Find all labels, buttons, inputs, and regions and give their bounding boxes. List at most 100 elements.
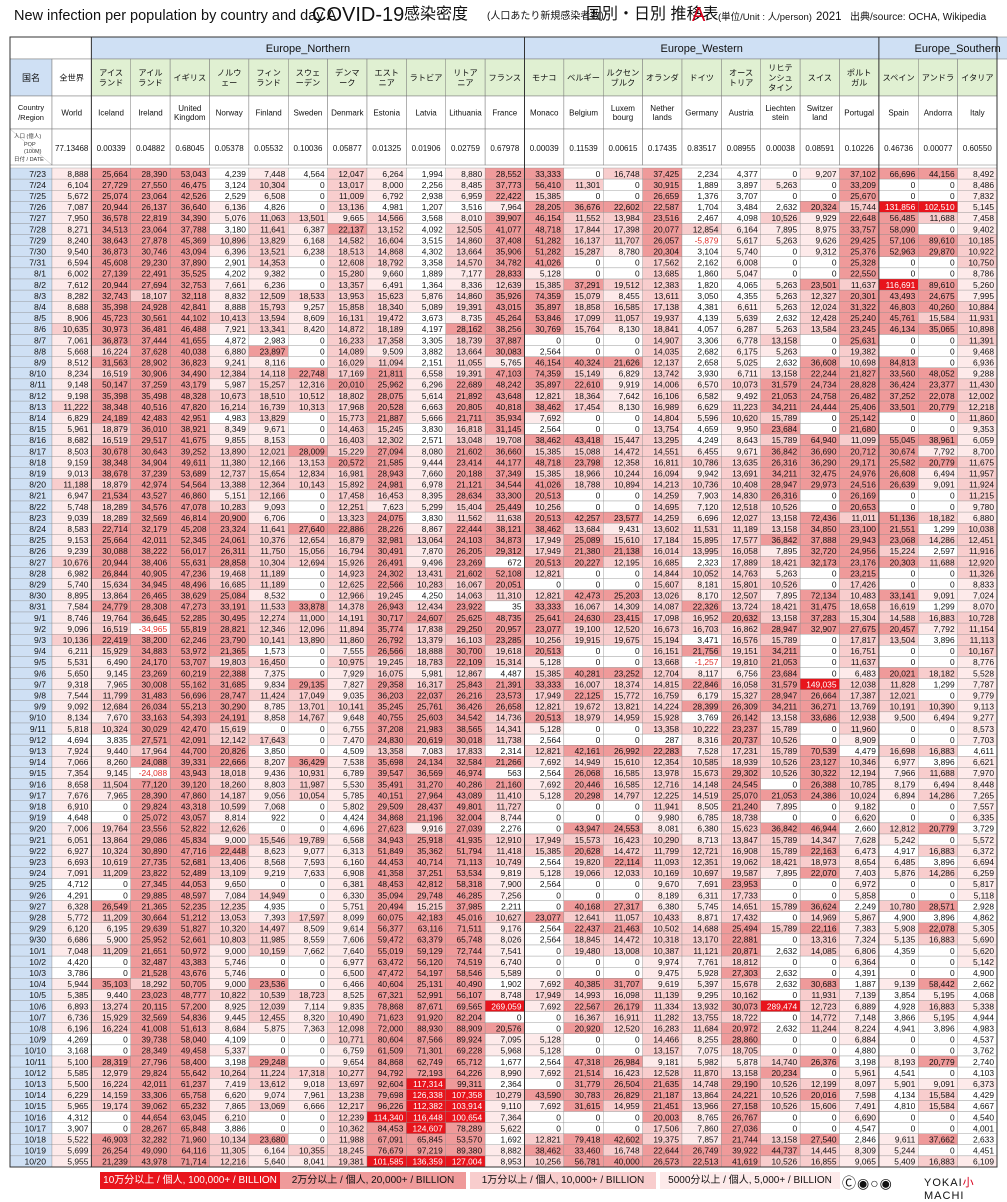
- data-value: 9,496: [422, 557, 443, 567]
- data-value: 40,324: [575, 358, 601, 368]
- data-value: 28,571: [929, 901, 955, 911]
- data-value: 16,094: [653, 469, 679, 479]
- data-value: 8,895: [67, 591, 88, 601]
- data-value: 29,870: [929, 247, 955, 257]
- data-value: 10,304: [260, 180, 286, 190]
- date-label: 8/10: [29, 369, 46, 379]
- date-label: 8/9: [34, 358, 46, 368]
- data-value: 69,565: [457, 1001, 483, 1011]
- data-value: 16,098: [614, 990, 640, 1000]
- data-value: 16,151: [653, 646, 679, 656]
- data-value: 0: [281, 879, 286, 889]
- data-value: 127,004: [452, 1157, 483, 1167]
- pop-cell: [721, 128, 761, 166]
- data-value: 11,750: [260, 546, 285, 556]
- data-value: 56,107: [457, 990, 483, 1000]
- data-value: 24,607: [417, 613, 443, 623]
- data-value: 0: [832, 724, 837, 734]
- data-value: 14,519: [693, 790, 719, 800]
- data-value: 38,629: [181, 591, 207, 601]
- data-value: 26,254: [102, 1146, 128, 1156]
- data-value: 17,358: [378, 335, 404, 345]
- data-value: 38,348: [102, 457, 128, 467]
- data-value: 20,227: [575, 557, 601, 567]
- data-value: 25,072: [142, 813, 168, 823]
- data-value: 0: [596, 424, 601, 434]
- data-value: 4,900: [894, 913, 915, 923]
- data-value: 3,471: [697, 635, 718, 645]
- column-jp-cell: [799, 58, 840, 97]
- data-value: 38,121: [496, 524, 522, 534]
- data-value: 0: [596, 1123, 601, 1133]
- data-value: 101,585: [373, 1157, 404, 1167]
- data-value: 16,748: [614, 1146, 640, 1156]
- data-value: 10,750: [968, 258, 994, 268]
- data-value: 6,104: [67, 180, 88, 190]
- data-value: 103,914: [452, 1101, 483, 1111]
- data-value: 18,939: [732, 757, 758, 767]
- pop-value: 0.46736: [884, 144, 913, 153]
- data-value: 5,338: [973, 1001, 994, 1011]
- data-value: 11,244: [812, 1024, 837, 1034]
- data-value: 0: [911, 1123, 916, 1133]
- data-value: 6,396: [225, 247, 246, 257]
- data-value: 16,698: [890, 746, 916, 756]
- data-value: 0: [556, 957, 561, 967]
- data-value: 24,386: [811, 790, 837, 800]
- data-value: 13,724: [732, 602, 758, 612]
- data-value: 0: [596, 735, 601, 745]
- data-value: 27,571: [142, 735, 168, 745]
- data-value: 16,233: [338, 335, 364, 345]
- data-value: 37,408: [496, 235, 522, 245]
- data-value: 16,058: [732, 679, 758, 689]
- data-value: 1,820: [697, 280, 718, 290]
- data-value: 8,179: [894, 779, 915, 789]
- column-jp-cell: [366, 58, 407, 97]
- data-value: 32,004: [457, 813, 483, 823]
- data-value: 2,928: [973, 901, 994, 911]
- data-value: 7,895: [776, 802, 797, 812]
- data-value: 72,744: [457, 946, 483, 956]
- data-value: 6,806: [855, 946, 876, 956]
- data-value: 26,829: [614, 1090, 640, 1100]
- data-value: 0: [596, 413, 601, 423]
- column-en-cell: [445, 95, 486, 130]
- data-value: 6,959: [461, 191, 482, 201]
- data-value: 0: [320, 901, 325, 911]
- data-value: 77,120: [142, 779, 168, 789]
- date-label: 9/12: [29, 735, 46, 745]
- data-value: 40,905: [142, 568, 168, 578]
- data-value: 2,211: [501, 901, 522, 911]
- data-value: 16,075: [378, 668, 404, 678]
- data-value: 6,663: [422, 402, 443, 412]
- data-value: 14,993: [575, 990, 601, 1000]
- data-value: 22,648: [850, 213, 876, 223]
- data-value: 35,245: [378, 702, 404, 712]
- data-value: 7,961: [304, 1090, 325, 1100]
- data-value: 43,318: [181, 802, 207, 812]
- legend-pink: 2万分以上 / 個人, 20,000+ / BILLION: [280, 1172, 466, 1189]
- data-value: 5,128: [540, 1035, 561, 1045]
- pop-note: (100M): [24, 149, 42, 155]
- data-value: 0: [556, 1012, 561, 1022]
- data-value: 5,620: [973, 946, 994, 956]
- data-value: 88,909: [457, 1024, 483, 1034]
- data-value: 25,641: [535, 613, 561, 623]
- data-value: 9,257: [304, 302, 325, 312]
- data-value: 7,598: [855, 1090, 876, 1100]
- data-value: 28,349: [142, 1046, 168, 1056]
- data-value: 40,151: [378, 790, 404, 800]
- data-value: 10,822: [220, 990, 246, 1000]
- data-value: 17,562: [653, 258, 679, 268]
- data-value: 10,526: [772, 1090, 798, 1100]
- data-value: 23,269: [457, 557, 483, 567]
- data-value: 11,310: [497, 591, 522, 601]
- data-value: 15,610: [614, 757, 640, 767]
- data-value: 5,596: [697, 413, 718, 423]
- data-value: 7,970: [973, 768, 994, 778]
- data-value: 13,668: [653, 657, 679, 667]
- data-value: 11,828: [890, 679, 915, 689]
- data-value: 52,108: [496, 568, 522, 578]
- data-value: 4,312: [67, 1112, 88, 1122]
- data-value: 5,263: [776, 280, 797, 290]
